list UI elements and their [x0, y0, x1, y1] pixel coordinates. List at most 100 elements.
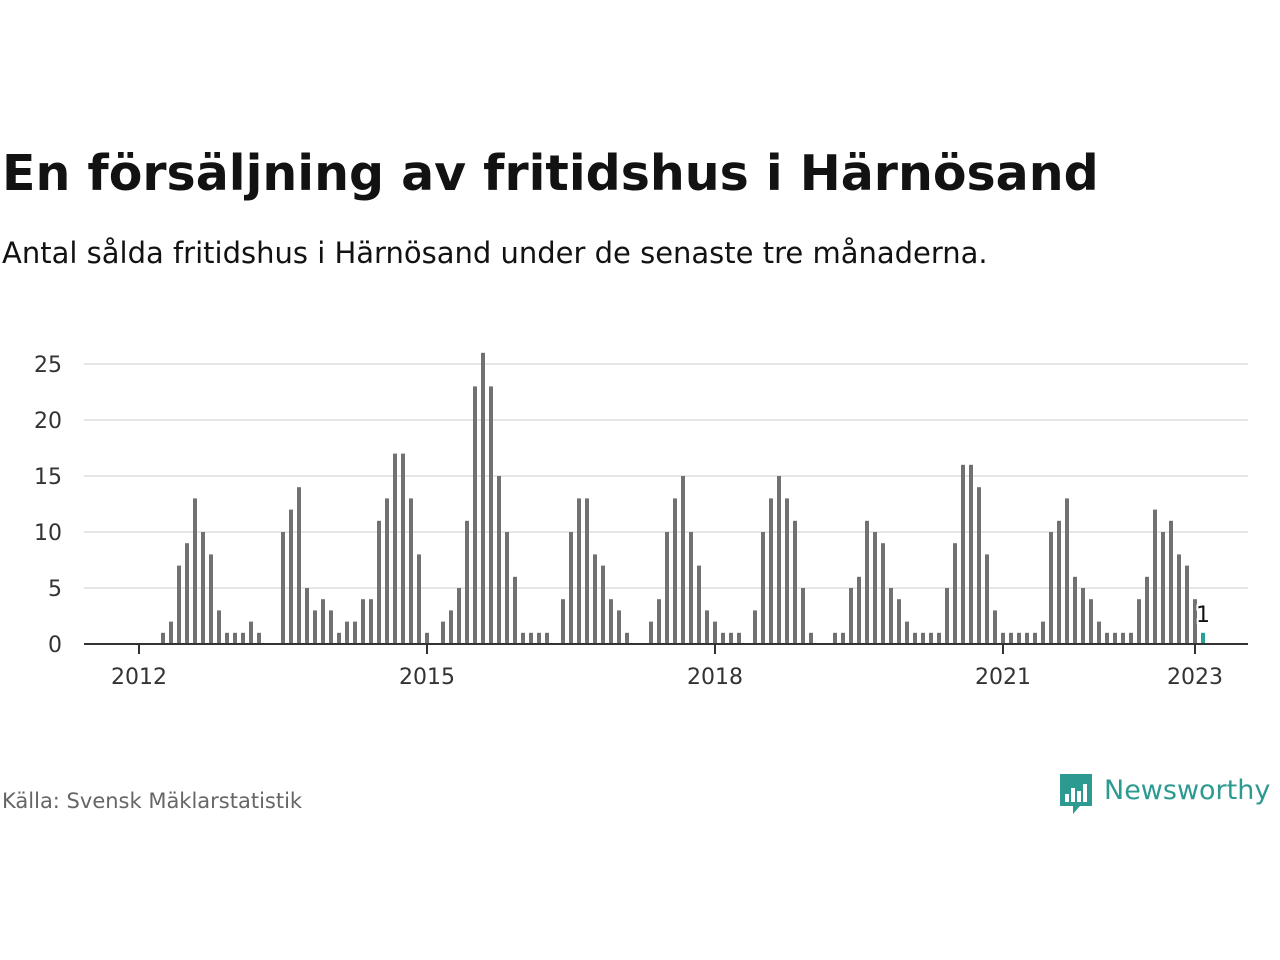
- bar: [1161, 532, 1165, 644]
- x-tick-label: 2023: [1167, 665, 1223, 690]
- bar: [729, 632, 733, 644]
- bar: [1057, 520, 1061, 644]
- bar: [505, 532, 509, 644]
- bar: [969, 464, 973, 644]
- bar: [313, 610, 317, 644]
- bar: [585, 498, 589, 644]
- bar: [1073, 576, 1077, 644]
- bar: [945, 588, 949, 644]
- bar: [769, 498, 773, 644]
- bar: [417, 554, 421, 644]
- newsworthy-logo-icon: [1060, 774, 1092, 814]
- bar: [1033, 632, 1037, 644]
- source-note: Källa: Svensk Mäklarstatistik: [2, 789, 303, 813]
- bar: [1025, 632, 1029, 644]
- bar: [441, 621, 445, 644]
- bar: [1001, 632, 1005, 644]
- bar: [865, 520, 869, 644]
- bar: [385, 498, 389, 644]
- bar: [977, 487, 981, 644]
- bar: [185, 543, 189, 644]
- bar: [369, 599, 373, 644]
- bar: [929, 632, 933, 644]
- bar: [1017, 632, 1021, 644]
- bar: [257, 632, 261, 644]
- y-tick-label: 10: [34, 521, 62, 546]
- y-tick-label: 25: [34, 353, 62, 378]
- bar: [1009, 632, 1013, 644]
- bar: [545, 632, 549, 644]
- y-tick-label: 15: [34, 465, 62, 490]
- x-tick-label: 2018: [687, 665, 743, 690]
- bar: [513, 576, 517, 644]
- bar: [609, 599, 613, 644]
- bar: [705, 610, 709, 644]
- bar: [857, 576, 861, 644]
- bar: [1153, 509, 1157, 644]
- bar: [217, 610, 221, 644]
- bar: [897, 599, 901, 644]
- bar: [785, 498, 789, 644]
- bar: [177, 565, 181, 644]
- bar: [169, 621, 173, 644]
- bar: [697, 565, 701, 644]
- bar: [233, 632, 237, 644]
- bar: [833, 632, 837, 644]
- y-tick-label: 0: [48, 633, 62, 658]
- bar: [1193, 599, 1197, 644]
- bar: [849, 588, 853, 644]
- bar: [521, 632, 525, 644]
- bar: [577, 498, 581, 644]
- bar: [201, 532, 205, 644]
- newsworthy-brand[interactable]: Newsworthy: [1058, 772, 1270, 818]
- x-tick-label: 2015: [399, 665, 455, 690]
- bar: [457, 588, 461, 644]
- bar: [1137, 599, 1141, 644]
- chart-title: En försäljning av fritidshus i Härnösand: [2, 145, 1099, 202]
- bar: [537, 632, 541, 644]
- bar: [1121, 632, 1125, 644]
- bar: [337, 632, 341, 644]
- bar: [225, 632, 229, 644]
- bar: [305, 588, 309, 644]
- gridlines: [84, 363, 1248, 589]
- bar: [689, 532, 693, 644]
- bar: [161, 632, 165, 644]
- bar: [1185, 565, 1189, 644]
- bar: [1065, 498, 1069, 644]
- bar: [1105, 632, 1109, 644]
- bar: [425, 632, 429, 644]
- bar: [873, 532, 877, 644]
- bar: [345, 621, 349, 644]
- bar: [681, 476, 685, 644]
- bar: [377, 520, 381, 644]
- x-tick-label: 2021: [975, 665, 1031, 690]
- bar: [473, 386, 477, 644]
- bar: [1129, 632, 1133, 644]
- bar: [353, 621, 357, 644]
- chart-subtitle: Antal sålda fritidshus i Härnösand under…: [2, 236, 988, 270]
- bar: [993, 610, 997, 644]
- bar: [1081, 588, 1085, 644]
- bar: [617, 610, 621, 644]
- bar: [953, 543, 957, 644]
- bar: [1041, 621, 1045, 644]
- bar: [937, 632, 941, 644]
- bar: [529, 632, 533, 644]
- bar: [841, 632, 845, 644]
- bar: [665, 532, 669, 644]
- bar: [601, 565, 605, 644]
- bar: [721, 632, 725, 644]
- bar: [361, 599, 365, 644]
- bar: [753, 610, 757, 644]
- bar: [481, 352, 485, 644]
- bar: [193, 498, 197, 644]
- bar: [737, 632, 741, 644]
- bar: [401, 453, 405, 644]
- x-axis: 2012 2015 2018 2021 2023: [84, 643, 1248, 690]
- bar: [561, 599, 565, 644]
- bar: [1113, 632, 1117, 644]
- latest-value-label: 1: [1196, 603, 1210, 628]
- bar: [297, 487, 301, 644]
- bar: [905, 621, 909, 644]
